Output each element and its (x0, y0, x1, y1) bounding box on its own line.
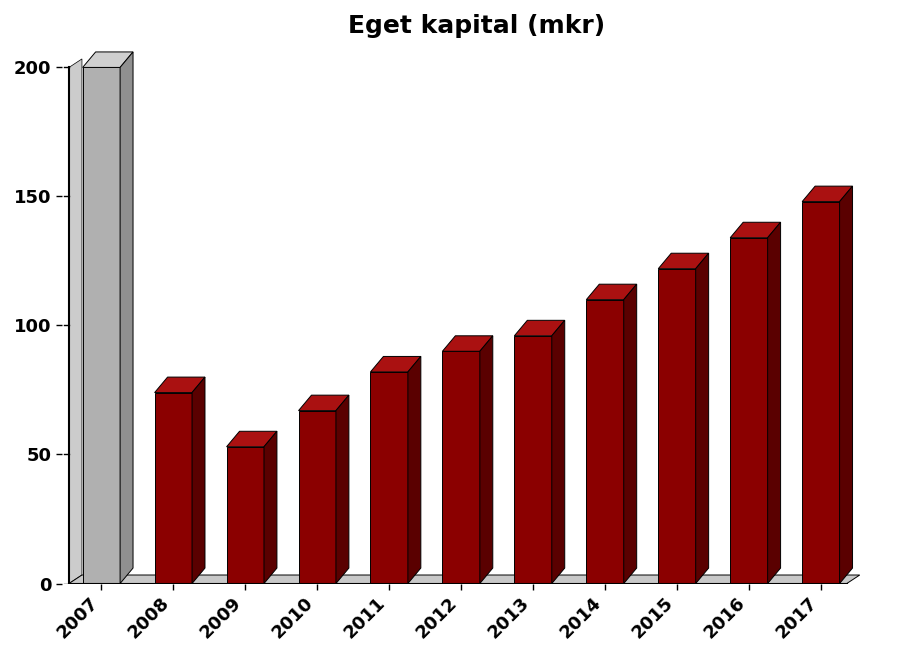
Polygon shape (840, 186, 853, 584)
Polygon shape (120, 52, 133, 584)
Polygon shape (586, 284, 637, 300)
Polygon shape (623, 284, 637, 584)
Polygon shape (802, 186, 853, 201)
Polygon shape (82, 68, 120, 584)
Polygon shape (192, 377, 205, 584)
Polygon shape (226, 447, 264, 584)
Polygon shape (155, 392, 192, 584)
Polygon shape (515, 320, 564, 336)
Polygon shape (226, 431, 277, 447)
Polygon shape (69, 575, 860, 584)
Polygon shape (298, 395, 349, 411)
Polygon shape (802, 201, 840, 584)
Polygon shape (659, 253, 708, 269)
Polygon shape (767, 222, 781, 584)
Polygon shape (69, 59, 82, 584)
Polygon shape (442, 336, 493, 351)
Polygon shape (336, 395, 349, 584)
Polygon shape (480, 336, 493, 584)
Polygon shape (696, 253, 708, 584)
Polygon shape (442, 351, 480, 584)
Polygon shape (82, 52, 133, 68)
Polygon shape (371, 356, 421, 372)
Polygon shape (586, 300, 623, 584)
Polygon shape (515, 336, 552, 584)
Polygon shape (730, 237, 767, 584)
Polygon shape (298, 411, 336, 584)
Polygon shape (264, 431, 277, 584)
Title: Eget kapital (mkr): Eget kapital (mkr) (349, 14, 605, 38)
Polygon shape (408, 356, 421, 584)
Polygon shape (730, 222, 781, 237)
Polygon shape (155, 377, 205, 392)
Polygon shape (659, 269, 696, 584)
Polygon shape (552, 320, 564, 584)
Polygon shape (371, 372, 408, 584)
